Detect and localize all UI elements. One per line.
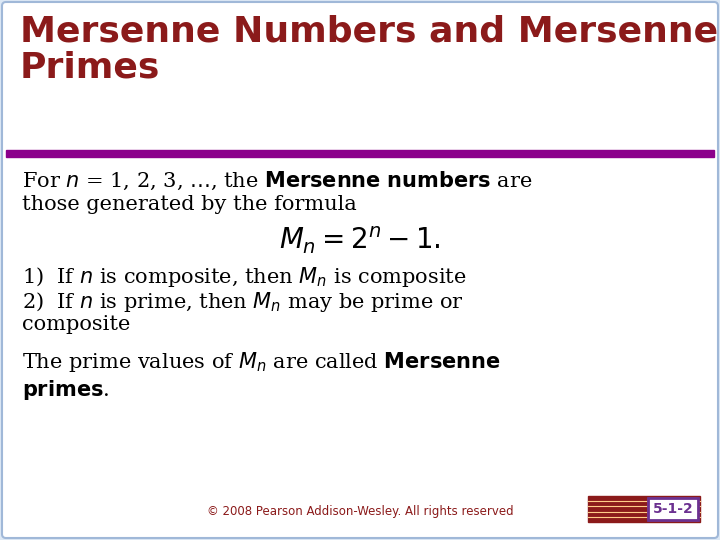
Text: Mersenne Numbers and Mersenne: Mersenne Numbers and Mersenne — [20, 15, 718, 49]
Text: The prime values of $M_n$ are called $\mathbf{Mersenne}$: The prime values of $M_n$ are called $\m… — [22, 350, 500, 374]
Bar — [6, 150, 714, 157]
Text: 2)  If $n$ is prime, then $M_n$ may be prime or: 2) If $n$ is prime, then $M_n$ may be pr… — [22, 290, 464, 314]
Text: $M_n = 2^n - 1.$: $M_n = 2^n - 1.$ — [279, 225, 441, 256]
Text: For $n$ = 1, 2, 3, $\ldots$, the $\mathbf{Mersenne\ numbers}$ are: For $n$ = 1, 2, 3, $\ldots$, the $\mathb… — [22, 170, 532, 192]
Text: 5-1-2: 5-1-2 — [652, 502, 693, 516]
Text: Primes: Primes — [20, 50, 161, 84]
Bar — [588, 496, 700, 522]
Text: 1)  If $n$ is composite, then $M_n$ is composite: 1) If $n$ is composite, then $M_n$ is co… — [22, 265, 467, 289]
FancyBboxPatch shape — [648, 498, 698, 520]
Text: composite: composite — [22, 315, 130, 334]
Bar — [6, 6, 714, 150]
Bar — [648, 498, 698, 520]
Text: those generated by the formula: those generated by the formula — [22, 195, 356, 214]
Text: © 2008 Pearson Addison-Wesley. All rights reserved: © 2008 Pearson Addison-Wesley. All right… — [207, 505, 513, 518]
Text: $\mathbf{primes}$.: $\mathbf{primes}$. — [22, 378, 109, 402]
